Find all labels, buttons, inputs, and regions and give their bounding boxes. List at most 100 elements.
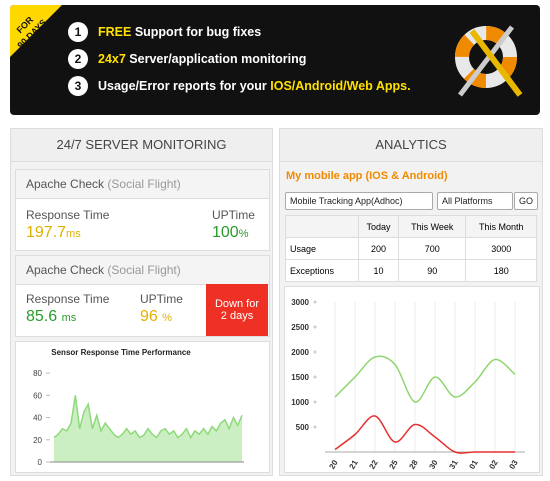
banner: FOR 90 DAYS 1 FREE Support for bug fixes 2… [10, 5, 540, 115]
item-text: Server/application monitoring [125, 52, 307, 66]
x-tick-label: 21 [347, 458, 360, 471]
x-tick-label: 20 [327, 458, 340, 471]
table-cell: Usage [285, 237, 359, 260]
item-number: 3 [68, 76, 88, 96]
item-number: 2 [68, 49, 88, 69]
x-tick-label: 28 [407, 458, 420, 471]
x-tick-label: 31 [447, 458, 460, 471]
corner-cell [285, 215, 359, 238]
y-tick-label: 40 [33, 414, 42, 423]
y-tick-label: 80 [33, 369, 42, 378]
x-tick-label: 22 [367, 458, 380, 471]
value: 85.6 [26, 308, 58, 325]
label: Response Time [26, 292, 110, 306]
item-text: FREE [98, 25, 132, 39]
value: 197.7 [26, 224, 67, 241]
table-row: Exceptions 10 90 180 [285, 259, 537, 282]
response-value: 85.6 ms [26, 308, 76, 326]
item-number: 1 [68, 22, 88, 42]
value: 100 [212, 224, 239, 241]
support-icon [455, 25, 523, 97]
label: Response Time [26, 208, 110, 222]
app-name: My mobile app (IOS & Android) [286, 170, 448, 182]
panel-title: ANALYTICS [280, 129, 542, 162]
value: 96 [140, 308, 158, 325]
tick-mark [313, 350, 317, 354]
unit: % [162, 312, 173, 324]
tick-mark [313, 375, 317, 379]
column-header: This Week [398, 215, 467, 238]
analytics-chart: 500 1000 1500 2000 2500 3000 20 21 22 25 28 30 31 01 0… [291, 298, 525, 471]
card-header: Apache Check (Social Flight) [16, 170, 269, 199]
table-cell: 3000 [465, 237, 537, 260]
unit: ms [66, 228, 81, 240]
column-header: This Month [465, 215, 537, 238]
unit: ms [61, 312, 77, 324]
y-tick-label: 1500 [291, 373, 309, 382]
item-text: IOS/Android/Web Apps. [270, 79, 411, 93]
x-tick-label: 01 [467, 458, 480, 471]
sensor-card: Sensor Response Time Performance 0 20 40 60 8… [15, 341, 270, 473]
feature-item: 3 Usage/Error reports for your IOS/Androi… [68, 75, 411, 97]
uptime-value: 96 % [140, 308, 172, 326]
ribbon-shape [10, 5, 62, 57]
x-tick-label: 03 [507, 458, 520, 471]
tick-mark [313, 425, 317, 429]
ribbon: FOR 90 DAYS [10, 5, 62, 57]
x-tick-label: 02 [487, 458, 500, 471]
check-card: Apache Check (Social Flight) Response Ti… [15, 255, 270, 337]
analytics-chart-box: 500 1000 1500 2000 2500 3000 20 21 22 25 28 30 31 01 0… [284, 286, 540, 473]
y-tick-label: 0 [38, 458, 43, 467]
series-line [334, 415, 515, 454]
y-tick-label: 500 [296, 423, 310, 432]
tick-mark [313, 300, 317, 304]
check-sub: (Social Flight) [107, 263, 181, 277]
feature-item: 1 FREE Support for bug fixes [68, 21, 261, 43]
y-tick-label: 2000 [291, 348, 309, 357]
y-tick-label: 3000 [291, 298, 309, 307]
column-header: Today [357, 215, 400, 238]
go-button[interactable]: GO [514, 192, 538, 210]
feature-item: 2 24x7 Server/application monitoring [68, 48, 306, 70]
tick-mark [313, 325, 317, 329]
unit: % [238, 228, 249, 240]
table-cell: 10 [357, 259, 400, 282]
label: UPTime [212, 208, 255, 222]
item-text: Usage/Error reports for your [98, 79, 271, 93]
check-name: Apache Check [26, 177, 105, 191]
sensor-chart: Sensor Response Time Performance 0 20 40 60 8… [33, 348, 244, 467]
status-badge: Down for 2 days [206, 284, 268, 336]
card-header: Apache Check (Social Flight) [16, 256, 269, 285]
check-sub: (Social Flight) [107, 177, 181, 191]
table-header: Today This Week This Month [285, 215, 537, 238]
label: UPTime [140, 292, 183, 306]
uptime-value: 100% [212, 224, 248, 242]
series-line [334, 355, 516, 403]
table-cell: Exceptions [285, 259, 359, 282]
lifebuoy-stripes [455, 26, 517, 88]
item-text: Support for bug fixes [131, 25, 262, 39]
x-tick-label: 25 [387, 458, 400, 471]
line [53, 395, 243, 440]
y-tick-label: 1000 [291, 398, 309, 407]
check-card: Apache Check (Social Flight) Response Ti… [15, 169, 270, 251]
platform-select[interactable]: All Platforms [437, 192, 513, 210]
table-cell: 90 [398, 259, 467, 282]
table-cell: 700 [398, 237, 467, 260]
x-tick-label: 30 [427, 458, 440, 471]
y-tick-label: 20 [33, 436, 42, 445]
analytics-panel: ANALYTICS My mobile app (IOS & Android) … [279, 128, 543, 476]
screwdriver [469, 29, 523, 97]
tick-mark [313, 400, 317, 404]
check-name: Apache Check [26, 263, 105, 277]
table-row: Usage 200 700 3000 [285, 237, 537, 260]
app-select[interactable]: Mobile Tracking App(Adhoc) [285, 192, 433, 210]
table-cell: 180 [465, 259, 537, 282]
table-cell: 200 [357, 237, 400, 260]
response-value: 197.7ms [26, 224, 81, 242]
y-tick-label: 2500 [291, 323, 309, 332]
y-tick-label: 60 [33, 391, 42, 400]
chart-title: Sensor Response Time Performance [51, 348, 191, 357]
stats-table: Today This Week This Month Usage 200 700 3000 E… [285, 215, 537, 282]
